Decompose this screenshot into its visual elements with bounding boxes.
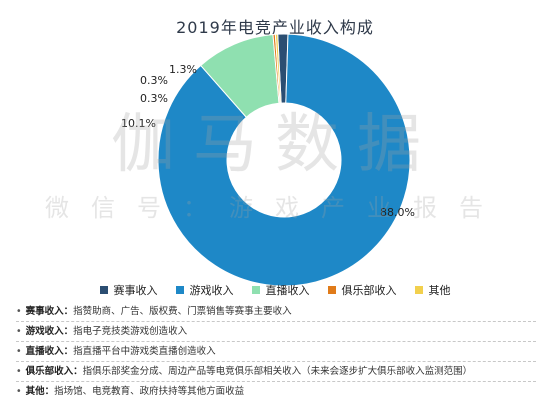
note-row: • 直播收入：指直播平台中游戏类直播创造收入 (16, 342, 536, 362)
bullet-icon: • (16, 306, 22, 317)
slice-label-3: 10.1% (121, 117, 156, 130)
bullet-icon: • (16, 386, 22, 397)
donut-chart: 1.3% 88.0% 10.1% 0.3% 0.3% (121, 33, 415, 287)
legend-swatch (327, 286, 336, 294)
slice-label-5: 0.3% (140, 92, 168, 105)
legend-item-3: 直播收入 (251, 282, 310, 298)
notes-list: • 赛事收入：指赞助商、广告、版权费、门票销售等赛事主要收入 • 游戏收入：指电子竞技… (16, 302, 536, 401)
chart-legend: 赛事收入 游戏收入 直播收入 俱乐部收入 其他 (0, 282, 550, 298)
legend-item-5: 其他 (414, 282, 451, 298)
legend-label: 俱乐部收入 (341, 284, 397, 297)
legend-swatch (251, 286, 260, 294)
note-label: 赛事收入： (25, 306, 74, 317)
note-text: 指赞助商、广告、版权费、门票销售等赛事主要收入 (73, 306, 292, 317)
slice-label-4: 0.3% (140, 74, 168, 87)
legend-label: 游戏收入 (189, 284, 234, 297)
legend-item-4: 俱乐部收入 (327, 282, 397, 298)
note-text: 指场馆、电竞教育、政府扶持等其他方面收益 (54, 386, 245, 397)
slice-label-1: 1.3% (169, 63, 197, 76)
note-label: 其他： (25, 386, 55, 397)
bullet-icon: • (16, 366, 22, 377)
legend-swatch (414, 286, 423, 294)
bullet-icon: • (16, 326, 22, 337)
legend-item-1: 赛事收入 (99, 282, 158, 298)
chart-title: 2019年电竞产业收入构成 (176, 18, 374, 37)
slice-5 (274, 33, 282, 104)
note-label: 俱乐部收入： (25, 366, 83, 377)
slice-2 (157, 33, 411, 287)
legend-label: 直播收入 (265, 284, 310, 297)
note-row: • 赛事收入：指赞助商、广告、版权费、门票销售等赛事主要收入 (16, 302, 536, 322)
note-label: 游戏收入： (25, 326, 74, 337)
legend-label: 赛事收入 (113, 284, 158, 297)
slice-label-2: 88.0% (380, 206, 415, 219)
bullet-icon: • (16, 346, 22, 357)
legend-swatch (175, 286, 184, 294)
legend-item-2: 游戏收入 (175, 282, 234, 298)
note-text: 指俱乐部奖金分成、周边产品等电竞俱乐部相关收入（未来会逐步扩大俱乐部收入监测范围… (82, 366, 473, 377)
legend-swatch (99, 286, 108, 294)
donut-slices (157, 33, 411, 287)
note-text: 指直播平台中游戏类直播创造收入 (73, 346, 216, 357)
note-row: • 俱乐部收入：指俱乐部奖金分成、周边产品等电竞俱乐部相关收入（未来会逐步扩大俱乐… (16, 362, 536, 382)
note-row: • 其他：指场馆、电竞教育、政府扶持等其他方面收益 (16, 382, 536, 401)
slice-labels: 1.3% 88.0% 10.1% 0.3% 0.3% (121, 63, 415, 219)
legend-label: 其他 (428, 284, 451, 297)
note-text: 指电子竞技类游戏创造收入 (73, 326, 188, 337)
note-row: • 游戏收入：指电子竞技类游戏创造收入 (16, 322, 536, 342)
note-label: 直播收入： (25, 346, 74, 357)
